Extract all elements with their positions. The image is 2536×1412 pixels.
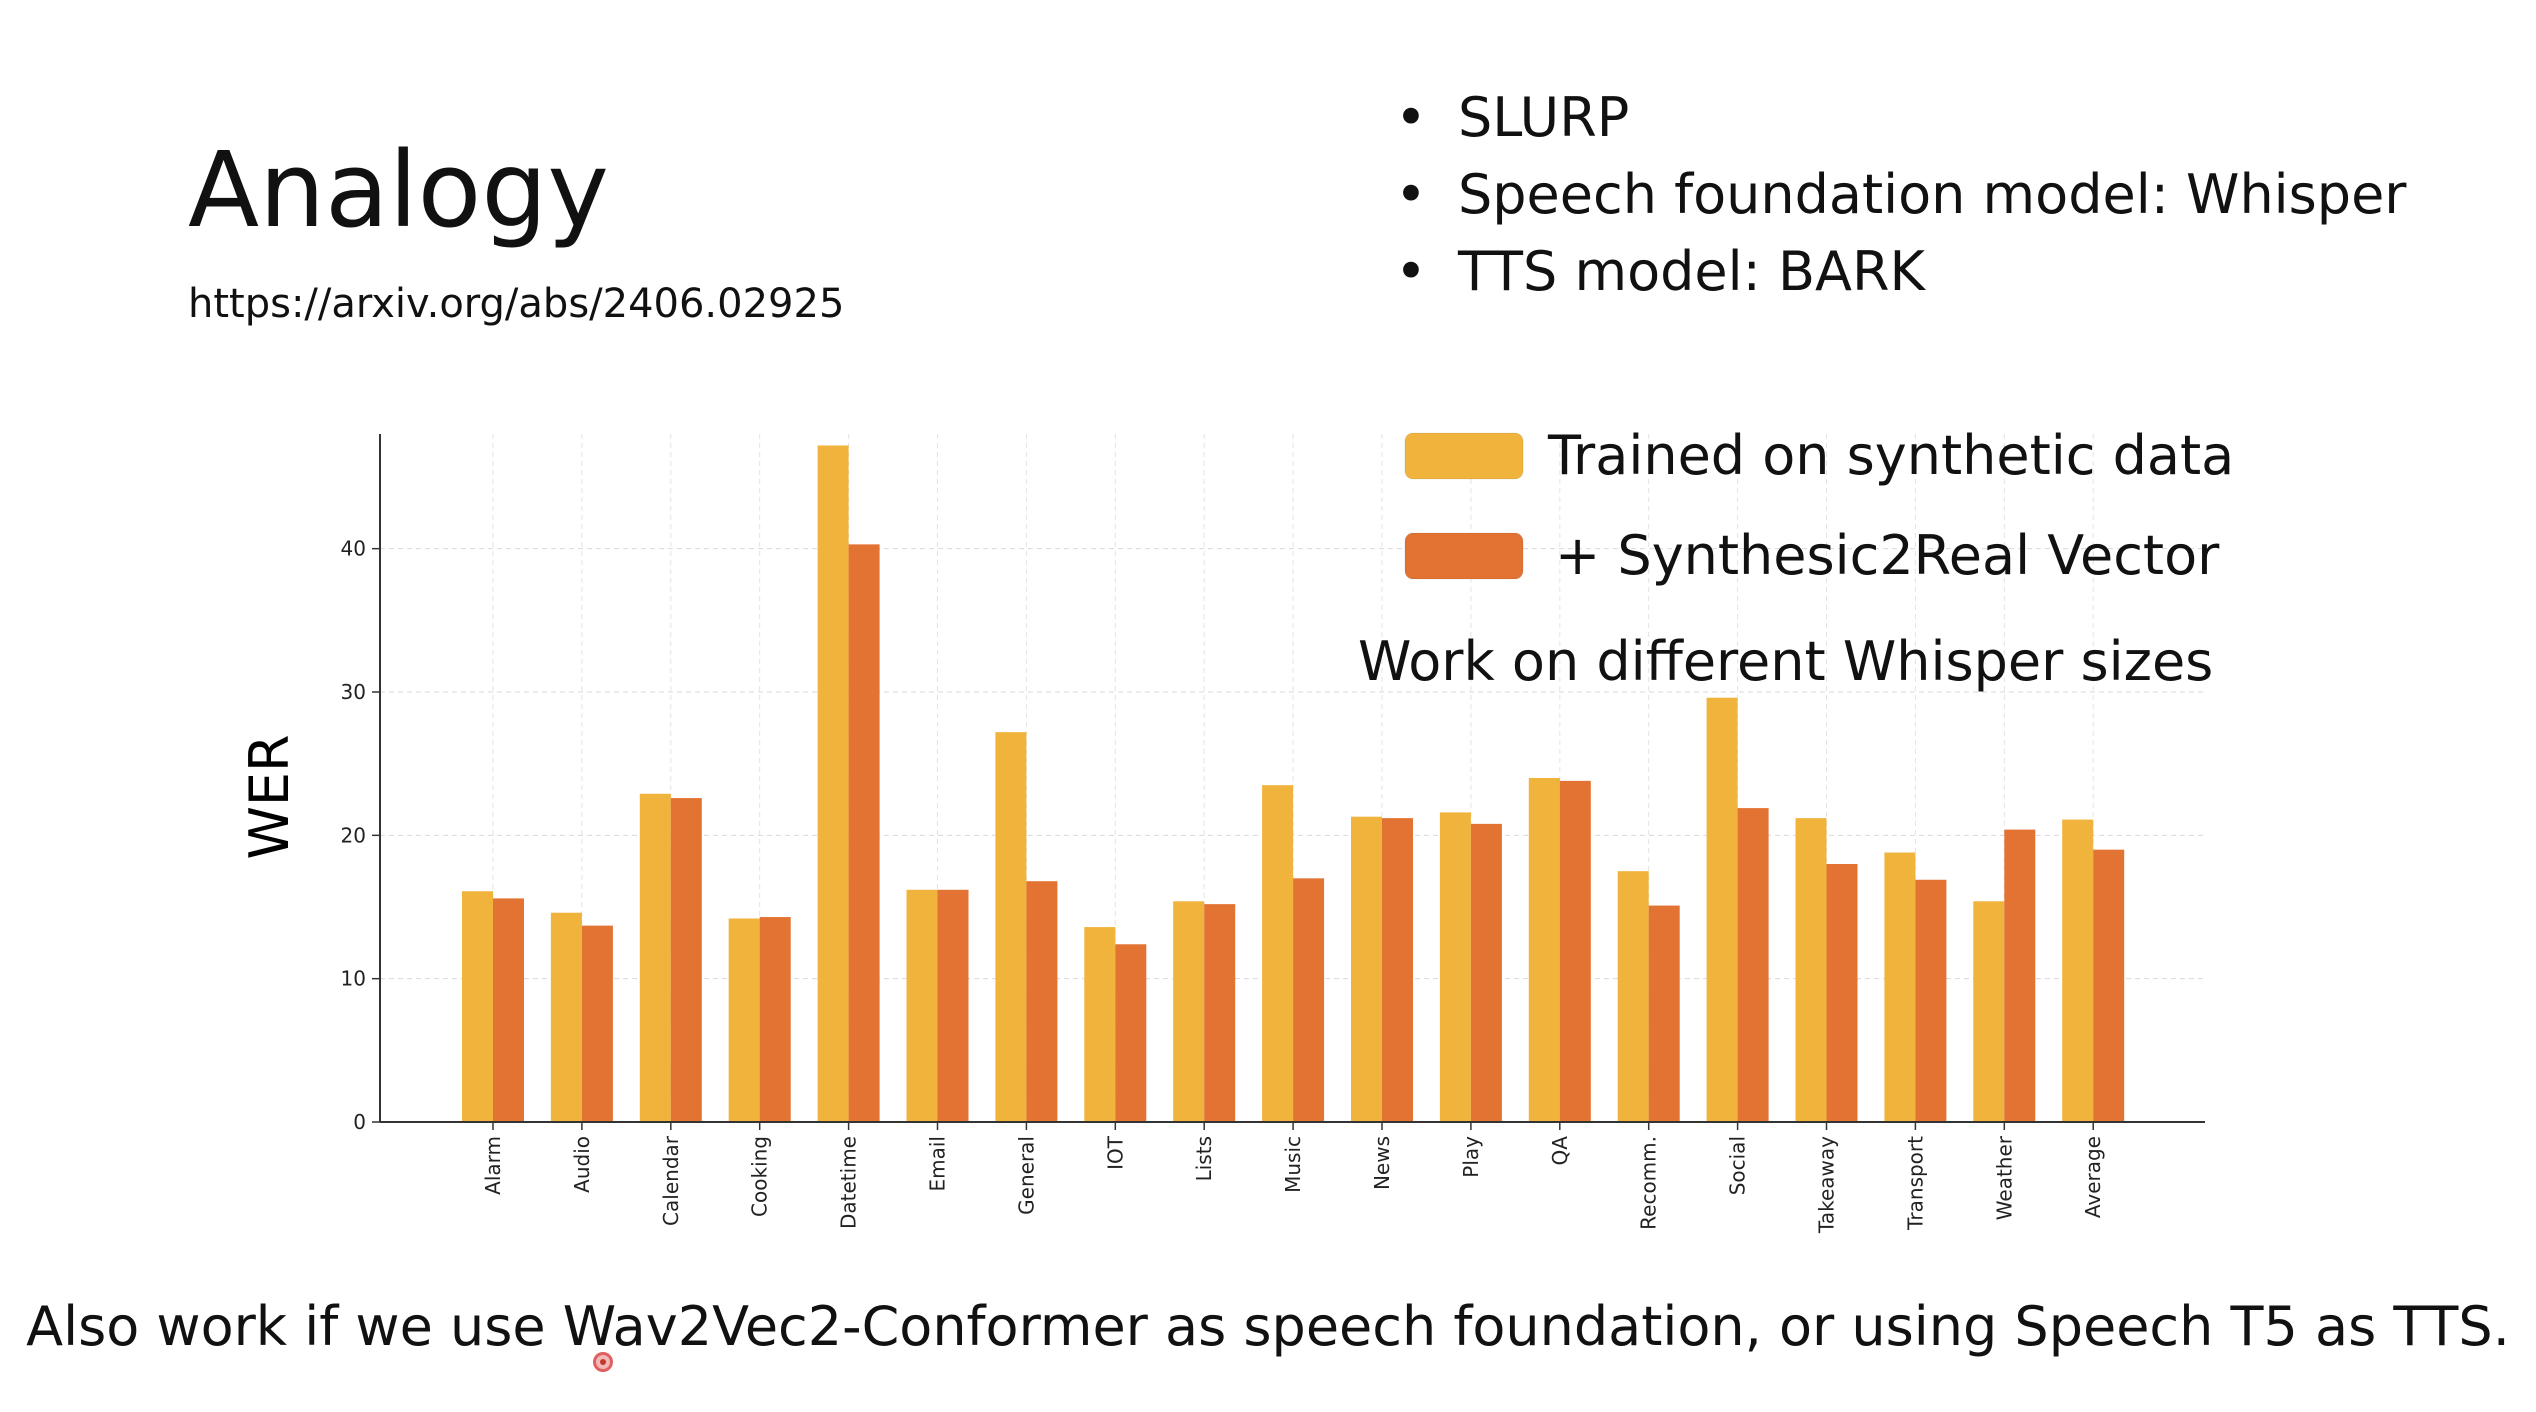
bar-synthesic2real (1826, 864, 1858, 1122)
bar-synthesic2real (1026, 881, 1058, 1122)
bar-synthetic (906, 889, 938, 1122)
bar-synthesic2real (848, 544, 880, 1122)
bar-synthetic (1528, 778, 1560, 1122)
bar-synthesic2real (1204, 904, 1236, 1122)
bar-synthesic2real (493, 898, 524, 1122)
legend-label: + Synthesic2Real Vector (1555, 524, 2220, 587)
legend-swatch (1404, 532, 1524, 580)
bullet-text: Speech foundation model: Whisper (1458, 163, 2407, 226)
bullet-icon: • (1395, 240, 1427, 303)
x-category-label: General (1014, 1136, 1038, 1215)
y-tick-label: 30 (341, 680, 366, 704)
bar-synthetic (462, 891, 493, 1122)
bullet-icon: • (1395, 86, 1427, 149)
x-category-label: Transport (1903, 1136, 1927, 1231)
x-category-label: Takeaway (1815, 1136, 1839, 1234)
x-category-label: Calendar (659, 1135, 683, 1226)
x-category-label: Music (1281, 1136, 1305, 1193)
bar-synthesic2real (937, 889, 969, 1122)
x-category-label: Lists (1192, 1136, 1216, 1181)
y-tick-labels: 0 10 20 30 40 (341, 537, 366, 1134)
y-tick-label: 0 (353, 1110, 366, 1134)
bar-synthesic2real (581, 925, 613, 1122)
bar-synthetic (1351, 816, 1382, 1122)
legend-swatch (1404, 432, 1524, 480)
chart-bars (462, 445, 2125, 1122)
x-category-label: Social (1726, 1136, 1750, 1195)
bar-synthetic (1617, 871, 1649, 1122)
x-category-labels: Alarm Audio Calendar Cooking Datetime Email Ge… (481, 1135, 2105, 1234)
bar-synthesic2real (1648, 905, 1680, 1122)
slide-title: Analogy (188, 129, 609, 251)
paper-link[interactable]: https://arxiv.org/abs/2406.02925 (188, 281, 845, 327)
chart-annotation: Work on different Whisper sizes (1358, 630, 2213, 693)
bar-synthesic2real (2004, 829, 2036, 1122)
bar-synthesic2real (1915, 879, 1947, 1122)
bar-synthesic2real (1470, 823, 1502, 1122)
x-category-label: Average (2081, 1136, 2105, 1218)
wer-bar-chart: 0 10 20 30 40 Alarm Audio Calendar Cooking Datet… (238, 424, 2234, 1234)
bar-synthesic2real (1737, 808, 1769, 1122)
bar-synthetic (817, 445, 849, 1122)
x-category-label: News (1370, 1136, 1394, 1190)
x-category-label: Cooking (748, 1136, 772, 1217)
bar-synthetic (728, 918, 760, 1122)
chart-legend: Trained on synthetic data + Synthesic2Rea… (1404, 424, 2234, 587)
bar-synthetic (1973, 901, 2005, 1122)
bar-synthetic (639, 793, 671, 1122)
bar-synthetic (2062, 819, 2094, 1122)
bar-synthetic (1173, 901, 1205, 1122)
x-category-label: Alarm (481, 1136, 505, 1195)
bullet-item: • TTS model: BARK (1395, 240, 2407, 317)
bar-synthetic (1884, 852, 1916, 1122)
bar-synthesic2real (1559, 780, 1591, 1122)
bullet-text: SLURP (1458, 86, 1630, 149)
bar-synthesic2real (759, 917, 791, 1122)
x-category-label: Weather (1992, 1135, 2016, 1220)
x-category-label: IOT (1103, 1135, 1127, 1170)
pointer-cursor-icon (593, 1352, 613, 1372)
x-category-label: Email (926, 1136, 950, 1192)
bullet-icon: • (1395, 163, 1427, 226)
bar-synthesic2real (1293, 878, 1325, 1122)
bar-synthetic (1439, 812, 1471, 1122)
bullet-text: TTS model: BARK (1458, 240, 1925, 303)
bullet-item: • Speech foundation model: Whisper (1395, 163, 2407, 240)
x-category-label: Recomm. (1637, 1136, 1661, 1230)
x-category-label: QA (1548, 1136, 1572, 1166)
bar-synthetic (1795, 818, 1827, 1122)
bar-synthetic (1706, 697, 1738, 1122)
bar-synthetic (995, 732, 1027, 1122)
bar-synthesic2real (1382, 818, 1413, 1122)
chart-axes (372, 434, 2205, 1130)
bar-synthesic2real (1115, 944, 1147, 1122)
x-category-label: Datetime (837, 1136, 861, 1229)
legend-label: Trained on synthetic data (1547, 424, 2234, 487)
bullet-list: • SLURP • Speech foundation model: Whisper… (1395, 86, 2407, 317)
y-tick-label: 10 (341, 967, 366, 991)
bullet-item: • SLURP (1395, 86, 2407, 163)
y-axis-title: WER (238, 734, 301, 859)
bar-synthesic2real (2093, 849, 2125, 1122)
x-category-label: Audio (570, 1136, 594, 1193)
bar-synthetic (1084, 927, 1116, 1122)
x-category-label: Play (1459, 1136, 1483, 1178)
footer-note: Also work if we use Wav2Vec2-Conformer a… (26, 1295, 2510, 1358)
bar-synthesic2real (670, 798, 702, 1122)
y-tick-label: 40 (341, 537, 366, 561)
y-tick-label: 20 (341, 823, 366, 847)
bar-synthetic (1262, 785, 1294, 1122)
bar-synthetic (550, 912, 582, 1122)
